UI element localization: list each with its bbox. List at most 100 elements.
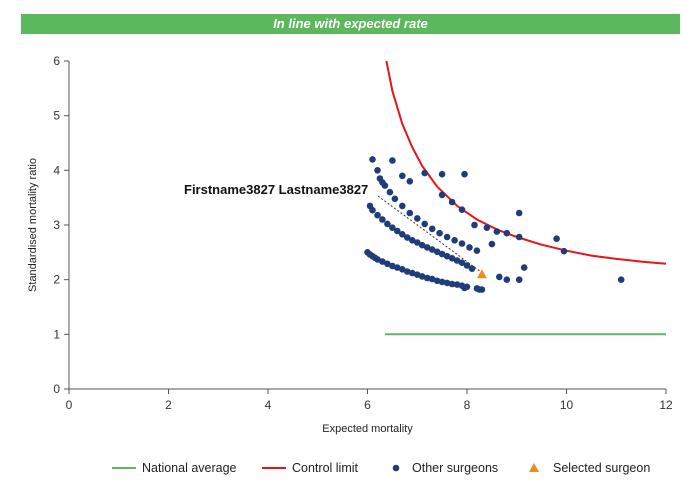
surgeon-point: [399, 231, 406, 238]
surgeon-point: [438, 170, 446, 178]
x-tick-label: 0: [66, 398, 73, 412]
callout-leader-line: [377, 195, 481, 272]
surgeon-point: [617, 276, 625, 284]
surgeon-point: [463, 262, 471, 269]
surgeon-point: [443, 252, 451, 260]
surgeon-point: [515, 276, 523, 284]
surgeon-point: [520, 264, 528, 271]
legend-item: Selected surgeon: [529, 461, 650, 475]
surgeon-point: [414, 239, 421, 246]
selected-surgeon-point: [476, 269, 487, 279]
surgeon-point: [404, 234, 411, 241]
y-tick-label: 2: [53, 273, 60, 287]
surgeon-point: [458, 259, 466, 267]
surgeon-point: [394, 227, 401, 235]
surgeon-point: [374, 167, 381, 174]
surgeon-point: [428, 246, 436, 253]
control-limit-line: [385, 60, 667, 265]
surgeon-point: [483, 224, 491, 231]
series-selected-surgeon: [476, 269, 487, 279]
surgeon-point: [381, 182, 389, 189]
y-axis-title: Standardised mortality ratio: [27, 158, 39, 292]
surgeon-point: [399, 172, 406, 180]
legend-swatch: [392, 464, 400, 472]
surgeon-point: [379, 216, 386, 223]
surgeon-point: [423, 244, 431, 251]
y-tick-label: 3: [53, 218, 60, 232]
surgeon-point: [471, 221, 478, 229]
surgeon-point: [421, 169, 429, 177]
surgeon-point: [448, 198, 456, 206]
x-tick-label: 2: [165, 398, 172, 412]
surgeon-point: [468, 265, 476, 273]
surgeon-point: [391, 195, 399, 203]
surgeon-point: [451, 237, 458, 244]
surgeon-point: [418, 241, 426, 249]
surgeon-point: [438, 191, 446, 199]
x-tick-label: 6: [364, 398, 371, 412]
legend-label: Selected surgeon: [553, 461, 650, 475]
surgeon-point: [461, 170, 468, 178]
surgeon-point: [384, 260, 391, 268]
surgeon-point: [389, 157, 396, 164]
surgeon-point: [448, 254, 456, 262]
legend-item: Control limit: [262, 461, 359, 475]
x-tick-label: 4: [265, 398, 272, 412]
surgeon-point: [488, 240, 496, 248]
surgeon-point: [515, 209, 523, 217]
surgeon-point: [418, 273, 426, 280]
legend-label: Control limit: [292, 461, 359, 475]
surgeon-point: [414, 215, 421, 222]
surgeon-point: [461, 284, 468, 292]
y-tick-label: 4: [53, 163, 60, 177]
surgeon-point: [503, 276, 511, 284]
surgeon-point: [406, 209, 414, 217]
surgeon-point: [438, 250, 446, 258]
surgeon-point: [436, 229, 443, 237]
surgeon-point: [448, 280, 456, 288]
surgeon-point: [399, 202, 406, 210]
surgeon-point: [443, 233, 451, 241]
x-tick-label: 8: [464, 398, 471, 412]
surgeon-point: [428, 225, 436, 233]
surgeon-point: [503, 229, 511, 237]
surgeon-point: [496, 273, 503, 281]
surgeon-point: [466, 244, 473, 251]
surgeon-point: [493, 228, 501, 235]
surgeon-point: [428, 275, 436, 283]
series-other-surgeons: [364, 156, 625, 293]
surgeon-point: [476, 286, 483, 293]
surgeon-point: [369, 156, 376, 163]
surgeon-point: [443, 279, 451, 287]
status-banner: In line with expected rate: [21, 14, 680, 34]
y-tick-label: 0: [53, 382, 60, 396]
surgeon-point: [389, 224, 396, 231]
y-tick-label: 1: [53, 327, 60, 341]
surgeon-point: [421, 220, 429, 228]
series-control-limit: [385, 60, 667, 265]
surgeon-point: [458, 240, 466, 247]
legend-label: National average: [142, 461, 237, 475]
legend-label: Other surgeons: [412, 461, 498, 475]
x-axis-title: Expected mortality: [322, 423, 413, 435]
surgeon-point: [404, 268, 411, 275]
surgeon-point: [409, 237, 416, 244]
y-tick-label: 5: [53, 109, 60, 123]
legend-item: National average: [112, 461, 237, 475]
surgeon-point: [394, 264, 401, 271]
surgeon-point: [379, 258, 386, 265]
surgeon-point: [560, 247, 568, 255]
legend-item: Other surgeons: [392, 461, 498, 475]
x-tick-label: 12: [659, 398, 673, 412]
surgeon-point: [473, 247, 481, 254]
y-tick-label: 6: [53, 54, 60, 68]
legend-swatch: [529, 463, 539, 472]
surgeon-point: [374, 211, 381, 219]
selected-surgeon-label: Firstname3827 Lastname3827: [184, 182, 368, 197]
surgeon-point: [458, 206, 466, 213]
surgeon-point: [384, 220, 391, 228]
surgeon-point: [406, 178, 414, 185]
surgeon-point: [399, 266, 406, 273]
surgeon-point: [409, 269, 416, 277]
